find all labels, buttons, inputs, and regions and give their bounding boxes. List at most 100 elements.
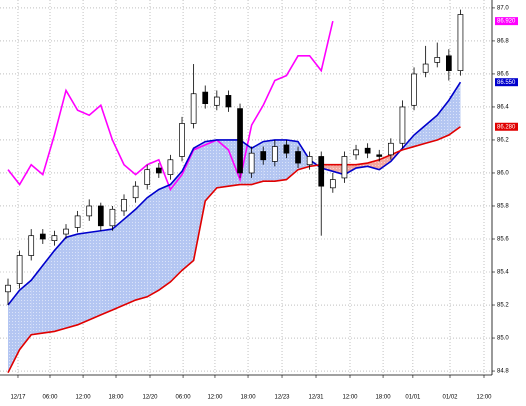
- candle-body: [97, 205, 104, 227]
- candle-body: [376, 154, 383, 157]
- candle-body: [329, 179, 336, 189]
- y-tick-label: 85.6: [497, 237, 509, 243]
- candle-body: [132, 185, 139, 199]
- candle-body: [5, 284, 11, 293]
- line: [7, 81, 462, 306]
- candle-body: [364, 147, 371, 154]
- y-tick-label: 85.4: [497, 270, 509, 276]
- candle-body: [190, 93, 197, 124]
- candle-body: [260, 151, 267, 161]
- cloud-texture: [286, 139, 299, 180]
- cloud-texture: [77, 232, 90, 325]
- cloud-texture: [135, 197, 148, 301]
- cloud-texture: [8, 290, 20, 373]
- cloud-texture: [31, 265, 43, 335]
- x-tick-label: 12:00: [207, 395, 223, 401]
- cloud-texture: [193, 141, 206, 261]
- x-tick-label: 18:00: [241, 395, 257, 401]
- candle-body: [39, 233, 46, 240]
- cloud-texture: [42, 250, 55, 334]
- y-tick-label: 85.0: [497, 336, 509, 342]
- cloud-texture: [437, 100, 449, 140]
- cloud-texture: [367, 159, 380, 170]
- x-tick-label: 12/31: [309, 395, 325, 401]
- cloud-texture: [124, 209, 136, 306]
- candle-body: [283, 144, 290, 154]
- cloud-texture: [89, 230, 101, 320]
- candle-body: [179, 123, 185, 157]
- line: [7, 126, 461, 374]
- x-tick-label: 01/02: [442, 395, 458, 401]
- candle-body: [457, 14, 464, 71]
- x-tick-label: 12:00: [342, 395, 358, 401]
- candle-body: [387, 142, 394, 156]
- candle-body: [353, 149, 359, 156]
- candle-body: [144, 169, 151, 185]
- candle-body: [51, 235, 58, 241]
- candle-body: [295, 151, 301, 164]
- candle-body: [28, 235, 35, 256]
- y-tick-label: 85.2: [497, 303, 509, 309]
- cloud-texture: [298, 141, 310, 170]
- line: [7, 20, 334, 192]
- last-value-box: [495, 122, 518, 131]
- cloud-texture: [414, 125, 426, 147]
- candle-body: [167, 159, 174, 175]
- candle-body: [16, 255, 23, 284]
- candle-body: [63, 228, 69, 235]
- cloud-texture: [274, 139, 287, 182]
- cloud-texture: [19, 280, 32, 350]
- cloud-texture: [182, 148, 194, 271]
- candle-body: [271, 146, 278, 162]
- x-tick-label: 12:00: [76, 395, 92, 401]
- candle-body: [248, 152, 255, 174]
- x-tick-label: 12:00: [476, 395, 492, 401]
- candle-body: [399, 106, 406, 144]
- candle-body: [225, 95, 232, 108]
- last-value-label: 86.920: [497, 19, 516, 25]
- candle-body: [318, 156, 325, 187]
- cloud-texture: [216, 139, 229, 188]
- last-value-box: [495, 17, 518, 26]
- candle-body: [411, 73, 417, 106]
- cloud-texture: [205, 139, 217, 202]
- candle-body: [202, 91, 209, 105]
- candle-body: [434, 57, 441, 63]
- candle-body: [155, 167, 162, 174]
- y-tick-label: 87.0: [497, 6, 509, 12]
- candle-body: [121, 199, 127, 212]
- cloud-texture: [66, 234, 78, 329]
- x-tick-label: 06:00: [42, 395, 58, 401]
- cloud-texture: [112, 219, 125, 310]
- cloud-texture: [251, 141, 264, 185]
- last-value-box: [495, 78, 518, 87]
- cloud-texture: [448, 82, 461, 136]
- candle-body: [109, 208, 116, 227]
- cloud-texture: [240, 139, 252, 185]
- cloud-texture: [54, 237, 67, 332]
- candle-body: [445, 55, 452, 71]
- candle-body: [86, 205, 93, 217]
- cloud-texture: [147, 189, 159, 297]
- y-tick-label: 86.0: [497, 171, 509, 177]
- last-value-label: 86.550: [497, 80, 516, 86]
- cloud-texture: [170, 171, 183, 282]
- y-tick-label: 86.2: [497, 138, 509, 144]
- x-tick-label: 18:00: [376, 395, 392, 401]
- candle-body: [237, 108, 243, 174]
- cloud-texture: [263, 139, 275, 182]
- x-tick-label: 01/01: [405, 395, 421, 401]
- last-value-label: 86.280: [497, 124, 516, 130]
- candle-body: [341, 156, 348, 179]
- candle-body: [74, 215, 81, 228]
- candle-body: [213, 96, 220, 106]
- cloud-texture: [425, 115, 438, 144]
- y-tick-label: 86.4: [497, 105, 509, 111]
- x-tick-label: 12/23: [275, 395, 291, 401]
- x-tick-label: 06:00: [176, 395, 192, 401]
- candle-body: [422, 63, 429, 73]
- cloud-texture: [158, 184, 171, 291]
- x-tick-label: 18:00: [109, 395, 125, 401]
